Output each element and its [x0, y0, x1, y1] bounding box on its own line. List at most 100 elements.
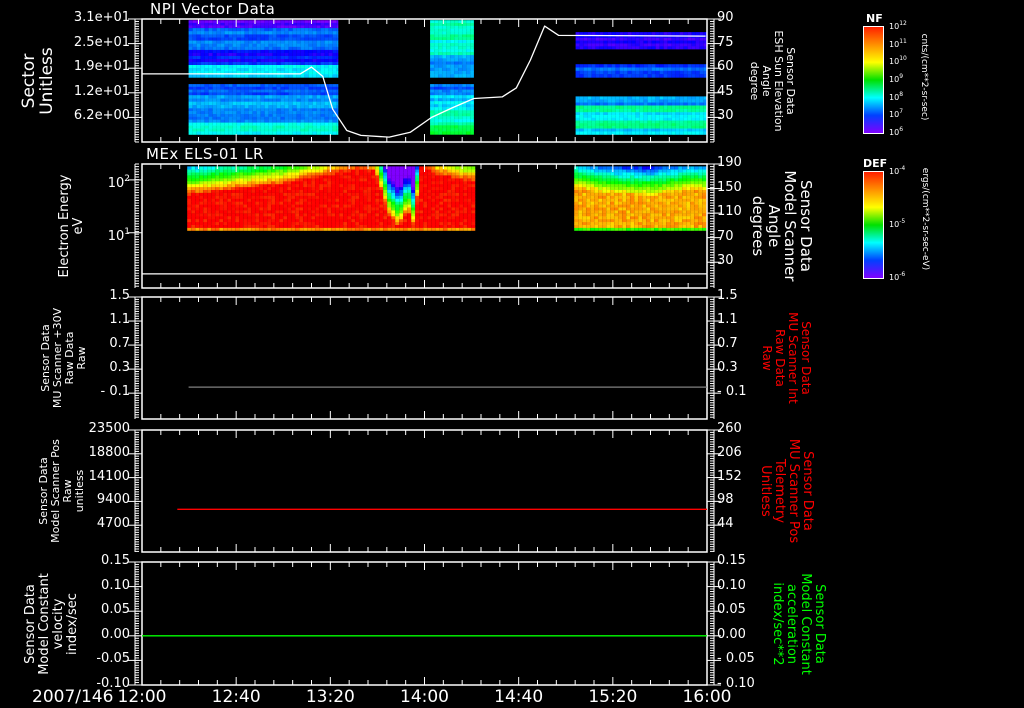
spectrogram-cell — [260, 108, 265, 112]
spectrogram-cell — [324, 128, 329, 132]
spectrogram-cell — [619, 64, 624, 68]
spectrogram-cell — [199, 169, 204, 173]
spectrogram-cell — [192, 31, 197, 35]
spectrogram-cell — [583, 102, 588, 106]
spectrogram-cell — [691, 123, 696, 127]
spectrogram-cell — [439, 195, 444, 199]
spectrogram-cell — [304, 92, 309, 96]
spectrogram-cell — [188, 25, 193, 29]
spectrogram-cell — [618, 201, 623, 205]
spectrogram-cell — [662, 169, 667, 173]
spectrogram-cell — [391, 216, 396, 220]
spectrogram-cell — [264, 84, 269, 88]
spectrogram-cell — [312, 65, 317, 69]
spectrogram-cell — [299, 218, 304, 223]
spectrogram-cell — [682, 169, 687, 173]
spectrogram-cell — [387, 218, 392, 223]
spectrogram-cell — [587, 37, 592, 41]
spectrogram-cell — [195, 183, 200, 188]
spectrogram-cell — [359, 181, 364, 185]
spectrogram-cell — [359, 169, 364, 173]
spectrogram-cell — [691, 115, 696, 119]
spectrogram-cell — [463, 189, 468, 193]
spectrogram-cell — [615, 37, 620, 41]
spectrogram-cell — [327, 207, 332, 211]
spectrogram-cell — [446, 95, 451, 99]
spectrogram-cell — [630, 189, 635, 193]
spectrogram-cell — [268, 131, 273, 135]
spectrogram-cell — [642, 227, 647, 231]
spectrogram-cell — [438, 104, 443, 108]
spectrogram-cell — [252, 101, 257, 106]
spectrogram-cell — [260, 114, 265, 118]
spectrogram-cell — [682, 218, 687, 223]
spectrogram-cell — [236, 131, 241, 135]
spectrogram-cell — [279, 198, 284, 202]
spectrogram-cell — [663, 108, 668, 113]
spectrogram-cell — [450, 125, 455, 129]
spectrogram-cell — [666, 195, 671, 199]
spectrogram-cell — [271, 169, 276, 173]
spectrogram-cell — [288, 56, 293, 60]
spectrogram-cell — [280, 98, 285, 103]
spectrogram-cell — [359, 216, 364, 220]
spectrogram-cell — [256, 114, 261, 118]
spectrogram-cell — [276, 86, 281, 90]
spectrogram-cell — [232, 131, 237, 135]
spectrogram-cell — [594, 213, 599, 217]
spectrogram-cell — [287, 192, 292, 196]
spectrogram-cell — [272, 65, 277, 69]
spectrogram-cell — [187, 189, 192, 193]
spectrogram-cell — [671, 74, 676, 78]
spectrogram-cell — [207, 210, 212, 214]
spectrogram-cell — [367, 227, 372, 231]
spectrogram-cell — [682, 201, 687, 205]
spectrogram-cell — [272, 62, 277, 66]
spectrogram-cell — [466, 64, 471, 69]
spectrogram-cell — [622, 213, 627, 217]
spectrogram-cell — [224, 125, 229, 129]
spectrogram-cell — [647, 125, 652, 129]
spectrogram-cell — [227, 189, 232, 193]
spectrogram-cell — [639, 46, 644, 50]
spectrogram-cell — [595, 120, 600, 124]
spectrogram-cell — [630, 224, 635, 228]
spectrogram-cell — [446, 89, 451, 93]
spectrogram-cell — [446, 84, 451, 88]
spectrogram-cell — [320, 114, 325, 118]
spectrogram-cell — [195, 189, 200, 193]
spectrogram-cell — [260, 43, 265, 48]
spectrogram-cell — [195, 216, 200, 220]
spectrogram-cell — [280, 116, 285, 120]
spectrogram-cell — [280, 65, 285, 69]
spectrogram-cell — [631, 46, 636, 50]
spectrogram-cell — [607, 128, 612, 132]
spectrogram-cell — [470, 61, 474, 65]
spectrogram-cell — [590, 181, 595, 185]
spectrogram-cell — [647, 120, 652, 124]
spectrogram-cell — [371, 224, 376, 228]
spectrogram-cell — [659, 115, 664, 119]
spectrogram-cell — [602, 213, 607, 217]
spectrogram-cell — [431, 183, 436, 188]
spectrogram-cell — [315, 169, 320, 173]
spectrogram-cell — [316, 122, 321, 126]
spectrogram-cell — [335, 183, 340, 188]
spectrogram-cell — [447, 213, 452, 217]
spectrogram-cell — [251, 175, 256, 179]
spectrogram-cell — [447, 198, 452, 202]
spectrogram-cell — [271, 204, 276, 208]
spectrogram-cell — [375, 195, 380, 199]
spectrogram-cell — [591, 108, 596, 113]
spectrogram-cell — [454, 67, 459, 72]
spectrogram-cell — [703, 32, 707, 36]
spectrogram-cell — [450, 52, 455, 56]
spectrogram-cell — [379, 216, 384, 220]
spectrogram-cell — [332, 22, 337, 26]
spectrogram-cell — [204, 114, 209, 118]
spectrogram-cell — [247, 178, 252, 182]
spectrogram-cell — [686, 172, 691, 176]
spectrogram-cell — [192, 84, 197, 88]
spectrogram-cell — [347, 227, 352, 231]
spectrogram-cell — [284, 125, 289, 129]
